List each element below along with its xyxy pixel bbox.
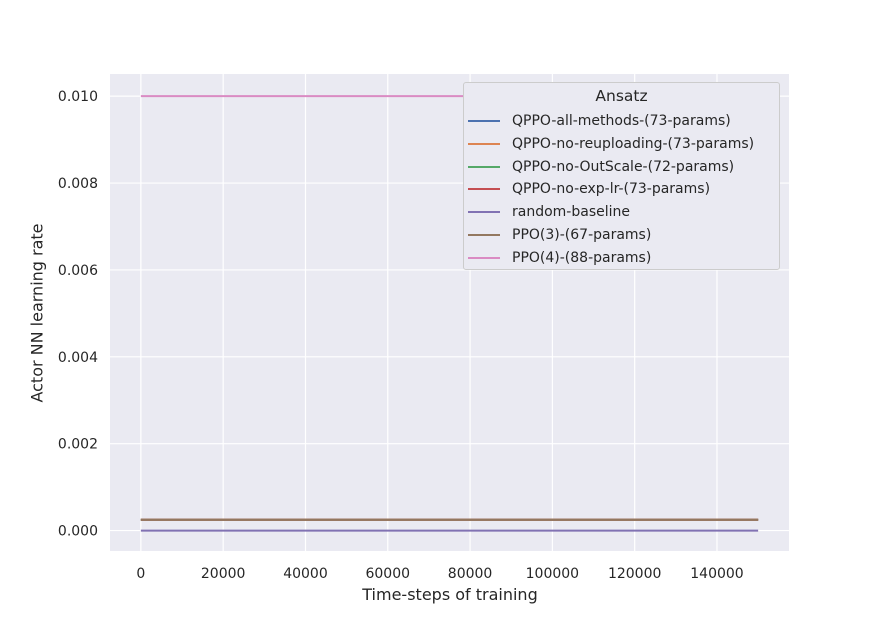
y-tick-label: 0.004 [58, 350, 98, 366]
y-tick-label: 0.008 [58, 176, 98, 192]
legend-label: QPPO-all-methods-(73-params) [512, 113, 731, 129]
x-tick-label: 40000 [283, 566, 328, 582]
tick-layer: 0 20000 40000 60000 80000 100000 120000 140000 0… [58, 89, 744, 582]
series-layer [140, 95, 759, 532]
legend-label: QPPO-no-reuploading-(73-params) [512, 135, 755, 152]
legend-swatch [468, 165, 500, 168]
x-tick-label: 100000 [526, 566, 579, 582]
x-axis-label: Time-steps of training [362, 585, 538, 604]
legend-swatch [468, 256, 500, 259]
legend-item: QPPO-no-OutScale-(72-params) [468, 157, 734, 177]
legend-swatch [468, 211, 500, 214]
legend-swatch [468, 142, 500, 145]
legend-swatch [468, 188, 500, 191]
legend-item: QPPO-no-exp-lr-(73-params) [468, 179, 710, 199]
y-tick-label: 0.000 [58, 524, 98, 540]
legend-item: random-baseline [468, 202, 630, 222]
x-tick-label: 80000 [448, 566, 493, 582]
legend-label: PPO(3)-(67-params) [512, 227, 652, 243]
legend-item: QPPO-all-methods-(73-params) [468, 111, 731, 131]
y-tick-label: 0.010 [58, 89, 98, 105]
y-tick-label: 0.006 [58, 263, 98, 279]
x-tick-label: 120000 [608, 566, 661, 582]
y-tick-label: 0.002 [58, 437, 98, 453]
legend-label: PPO(4)-(88-params) [512, 249, 652, 266]
legend-item: PPO(4)-(88-params) [468, 248, 651, 268]
x-tick-label: 140000 [690, 566, 743, 582]
legend-label: QPPO-no-exp-lr-(73-params) [512, 181, 711, 198]
legend-title: Ansatz [595, 87, 648, 105]
x-tick-label: 0 [136, 566, 145, 582]
legend-swatch [468, 120, 500, 122]
x-tick-label: 60000 [365, 566, 410, 582]
legend-item: QPPO-no-reuploading-(73-params) [468, 134, 754, 154]
legend: Ansatz QPPO-all-methods-(73-params) QPPO-… [463, 82, 780, 270]
legend-item: PPO(3)-(67-params) [468, 225, 651, 245]
legend-label: random-baseline [512, 204, 630, 221]
legend-label: QPPO-no-OutScale-(72-params) [512, 158, 735, 175]
legend-swatch [468, 234, 500, 236]
x-tick-label: 20000 [201, 566, 246, 582]
y-axis-label: Actor NN learning rate [27, 223, 47, 403]
